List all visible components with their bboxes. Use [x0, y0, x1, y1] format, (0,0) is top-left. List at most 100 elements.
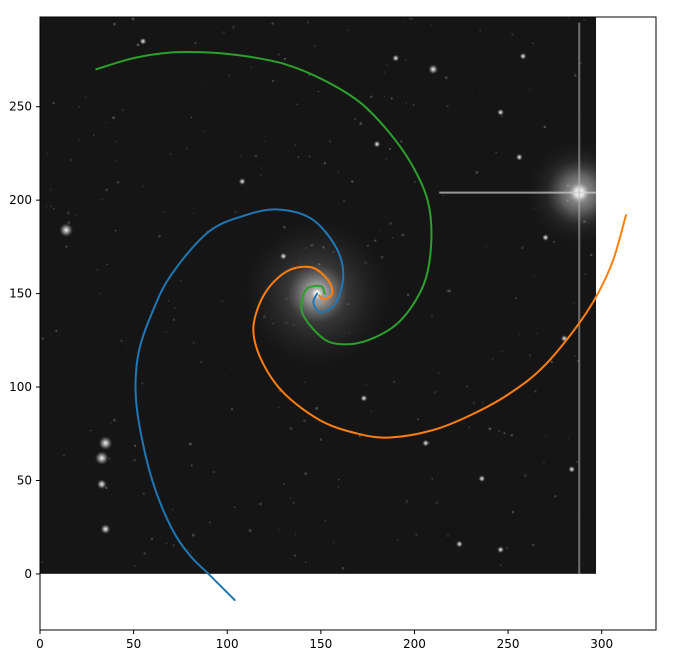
noise-dot — [190, 116, 193, 119]
noise-dot — [141, 381, 144, 385]
noise-dot — [390, 97, 393, 100]
noise-dot — [446, 289, 449, 293]
noise-dot — [510, 433, 514, 437]
noise-dot — [84, 96, 87, 98]
noise-dot — [332, 541, 335, 544]
noise-dot — [110, 422, 112, 424]
noise-dot — [430, 24, 433, 26]
noise-dot — [234, 210, 238, 214]
star — [519, 52, 527, 60]
noise-dot — [495, 151, 497, 154]
noise-dot — [405, 102, 408, 104]
noise-dot — [337, 478, 340, 481]
noise-dot — [271, 22, 275, 25]
noise-dot — [583, 18, 586, 22]
x-tick-label: 100 — [216, 637, 239, 651]
noise-dot — [403, 20, 405, 23]
noise-dot — [248, 529, 252, 533]
noise-dot — [567, 17, 570, 19]
noise-dot — [408, 17, 411, 20]
noise-dot — [55, 329, 58, 333]
noise-dot — [232, 25, 235, 29]
noise-dot — [410, 17, 414, 20]
noise-dot — [354, 118, 356, 120]
noise-dot — [303, 419, 306, 423]
noise-dot — [365, 384, 367, 386]
noise-dot — [500, 115, 503, 118]
ticks-layer: 0 50 100 150 200 250 300 0 50 100 150 200 250 — [9, 100, 613, 651]
noise-dot — [534, 390, 537, 393]
y-tick-label: 50 — [17, 473, 32, 487]
noise-dot — [550, 360, 553, 364]
noise-dot — [498, 429, 501, 432]
noise-dot — [503, 431, 506, 435]
noise-dot — [396, 538, 399, 542]
noise-dot — [308, 155, 311, 158]
noise-dot — [163, 211, 166, 213]
noise-dot — [294, 144, 297, 147]
noise-dot — [370, 410, 372, 412]
noise-dot — [45, 205, 48, 208]
star — [428, 64, 439, 75]
noise-dot — [296, 103, 299, 106]
noise-dot — [81, 77, 84, 79]
noise-dot — [50, 188, 52, 191]
noise-dot — [264, 140, 266, 142]
noise-dot — [106, 263, 108, 266]
noise-dot — [472, 401, 476, 405]
noise-dot — [176, 436, 178, 438]
noise-dot — [120, 339, 123, 342]
noise-dot — [341, 566, 345, 570]
noise-dot — [89, 429, 92, 432]
noise-dot — [125, 349, 128, 351]
noise-dot — [518, 333, 521, 335]
noise-dot — [304, 561, 307, 564]
noise-dot — [169, 153, 172, 156]
star — [392, 54, 400, 62]
noise-dot — [259, 502, 262, 506]
x-tick-label: 150 — [309, 637, 332, 651]
noise-dot — [131, 17, 135, 21]
noise-dot — [584, 272, 587, 276]
noise-dot — [70, 158, 73, 162]
noise-dot — [369, 95, 373, 99]
spiral-arm-1 — [134, 208, 345, 602]
noise-dot — [228, 74, 230, 77]
noise-dot — [63, 454, 65, 457]
noise-dot — [446, 104, 449, 108]
spiral-arm-2 — [252, 214, 627, 439]
x-tick-label: 50 — [126, 637, 141, 651]
noise-dot — [114, 229, 117, 232]
noise-dot — [511, 510, 515, 514]
noise-dot — [212, 470, 215, 474]
noise-dot — [590, 253, 593, 257]
noise-dot — [337, 485, 340, 489]
noise-dot — [433, 390, 437, 394]
noise-dot — [581, 115, 583, 117]
noise-dot — [289, 427, 293, 430]
noise-dot — [554, 495, 557, 498]
noise-dot — [388, 147, 392, 151]
noise-dot — [500, 350, 504, 353]
noise-dot — [283, 57, 286, 61]
noise-dot — [543, 125, 547, 129]
noise-dot — [386, 64, 388, 66]
background-image — [40, 17, 597, 574]
noise-dot — [133, 565, 136, 567]
noise-dot — [52, 101, 55, 105]
noise-dot — [500, 564, 502, 567]
noise-dot — [378, 230, 381, 232]
noise-dot — [46, 152, 49, 155]
noise-dot — [78, 105, 81, 109]
star — [497, 546, 505, 554]
noise-dot — [383, 95, 386, 98]
noise-dot — [306, 20, 310, 24]
noise-dot — [52, 207, 55, 210]
noise-dot — [190, 551, 192, 553]
y-tick-label: 100 — [9, 380, 32, 394]
noise-dot — [475, 170, 479, 174]
noise-dot — [65, 245, 68, 248]
y-tick-label: 200 — [9, 193, 32, 207]
noise-dot — [67, 221, 71, 224]
